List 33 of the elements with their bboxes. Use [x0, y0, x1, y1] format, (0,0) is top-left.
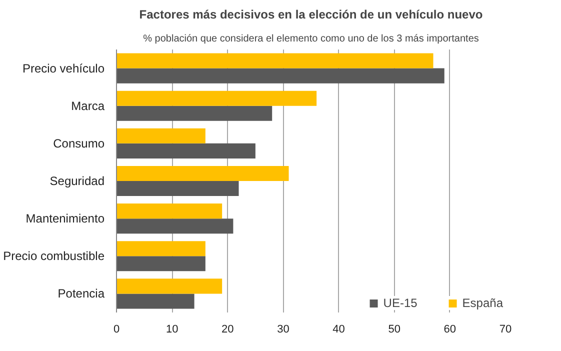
x-tick-label: 30: [277, 324, 290, 336]
bar: [116, 143, 256, 158]
legend-label: UE-15: [383, 296, 418, 310]
x-tick-label: 40: [332, 324, 345, 336]
y-tick-label: Seguridad: [50, 174, 105, 188]
y-tick-label: Consumo: [53, 136, 105, 150]
x-tick-label: 50: [388, 324, 400, 336]
x-tick-label: 20: [222, 324, 234, 336]
chart-subtitle: % población que considera el elemento como uno de los 3 más importantes: [143, 34, 479, 44]
bar: [116, 241, 206, 256]
bar: [116, 256, 206, 272]
bar: [116, 128, 206, 144]
y-tick-label: Potencia: [58, 286, 105, 301]
bar: [116, 181, 239, 196]
bar: [116, 166, 289, 181]
bar: [116, 68, 444, 84]
bar: [116, 90, 317, 106]
y-tick-label: Marca: [71, 98, 105, 113]
y-tick-label: Precio combustible: [3, 249, 105, 264]
bar: [116, 218, 234, 234]
y-tick-label: Precio vehículo: [22, 61, 105, 76]
bar: [116, 278, 222, 294]
bar: [116, 53, 434, 68]
x-tick-label: 10: [166, 324, 178, 336]
x-tick-label: 60: [444, 324, 456, 336]
chart-title: Factores más decisivos en la elección de un vehículo nuevo: [139, 8, 483, 22]
y-tick-label: Mantenimiento: [26, 212, 105, 226]
bar: [116, 106, 272, 121]
bar: [116, 204, 222, 219]
x-tick-label: 0: [113, 324, 120, 336]
x-tick-label: 70: [499, 324, 512, 336]
legend-label: España: [462, 296, 503, 310]
bar: [116, 294, 194, 309]
